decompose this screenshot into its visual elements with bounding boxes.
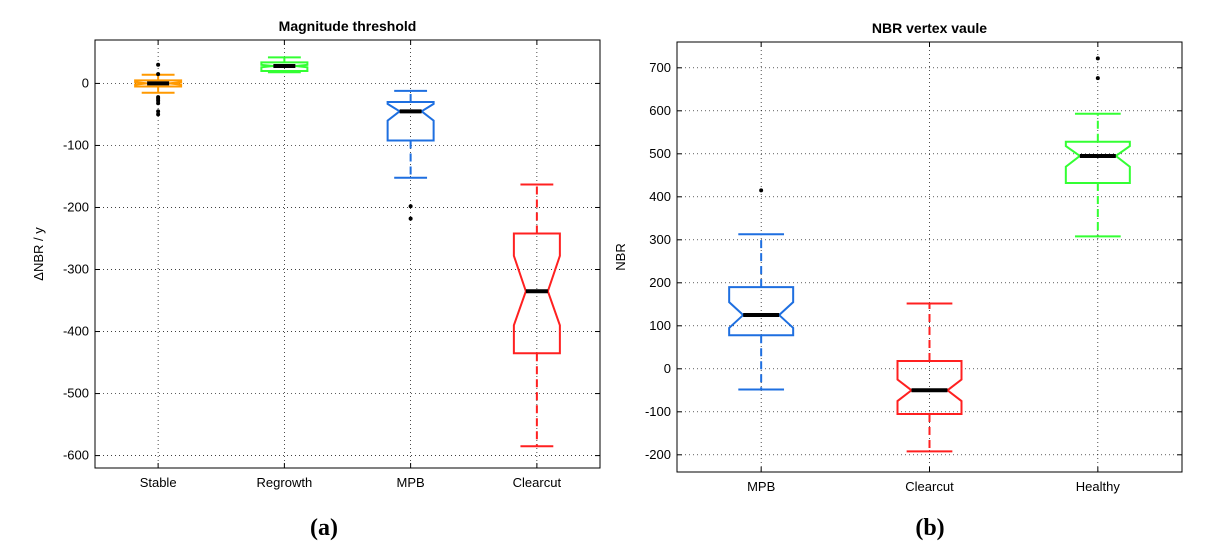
outlier-point: [1095, 76, 1100, 81]
y-tick-label: 600: [649, 103, 671, 118]
y-axis-label: NBR: [613, 243, 628, 270]
x-tick-label: Regrowth: [257, 475, 313, 490]
x-tick-label: Healthy: [1076, 479, 1121, 494]
grid: [677, 42, 1182, 472]
box-clearcut: [896, 302, 963, 453]
y-axis-label: ΔNBR / y: [31, 227, 46, 281]
panel-label: (a): [310, 515, 338, 541]
outlier-point: [156, 101, 161, 106]
y-tick-label: -200: [63, 199, 89, 214]
outlier-point: [156, 72, 161, 77]
y-tick-label: -300: [63, 262, 89, 277]
y-tick-label: 500: [649, 146, 671, 161]
chart-title: NBR vertex vaule: [872, 20, 987, 36]
box-stable: [134, 62, 183, 117]
y-tick-label: -400: [63, 324, 89, 339]
y-tick-label: -100: [645, 404, 671, 419]
chart-title: Magnitude threshold: [279, 18, 417, 34]
outlier-point: [759, 188, 764, 193]
panel-label: (b): [915, 515, 944, 541]
grid: [95, 40, 600, 468]
box-clearcut: [512, 183, 561, 448]
box-mpb: [386, 89, 435, 221]
outlier-point: [1095, 56, 1100, 61]
y-tick-label: 300: [649, 232, 671, 247]
box-body: [386, 101, 435, 142]
x-tick-label: Clearcut: [513, 475, 562, 490]
y-tick-label: -100: [63, 137, 89, 152]
box-mpb: [728, 188, 795, 391]
x-tick-label: MPB: [397, 475, 425, 490]
y-tick-label: -200: [645, 447, 671, 462]
axes-frame: [94, 39, 601, 469]
box-body: [1064, 140, 1131, 185]
y-tick-label: 700: [649, 60, 671, 75]
x-tick-label: MPB: [747, 479, 775, 494]
box-regrowth: [260, 56, 309, 74]
panel-a: 0 -100 -200 -300 -400 -500 -600 Stable Regrowth M…: [31, 18, 601, 541]
panel-b: 700 600 500 400 300 200 100 0 -100 -200 MPB Clearcu…: [613, 20, 1183, 541]
outlier-point: [156, 109, 161, 114]
box-body: [260, 61, 309, 73]
y-tick-label: 100: [649, 318, 671, 333]
x-tick-label: Clearcut: [905, 479, 954, 494]
y-tick-label: 400: [649, 189, 671, 204]
box-body: [896, 360, 963, 415]
outlier-point: [156, 62, 161, 67]
outlier-point: [156, 112, 161, 117]
y-tick-label: -600: [63, 448, 89, 463]
box-body: [134, 79, 183, 88]
y-tick-label: -500: [63, 386, 89, 401]
outlier-point: [408, 204, 413, 209]
box-healthy: [1064, 56, 1131, 238]
y-tick-label: 0: [664, 361, 671, 376]
x-tick-label: Stable: [140, 475, 177, 490]
outlier-point: [408, 216, 413, 221]
y-tick-label: 0: [82, 75, 89, 90]
box-body: [728, 286, 795, 337]
box-body: [512, 232, 561, 355]
y-tick-label: 200: [649, 275, 671, 290]
